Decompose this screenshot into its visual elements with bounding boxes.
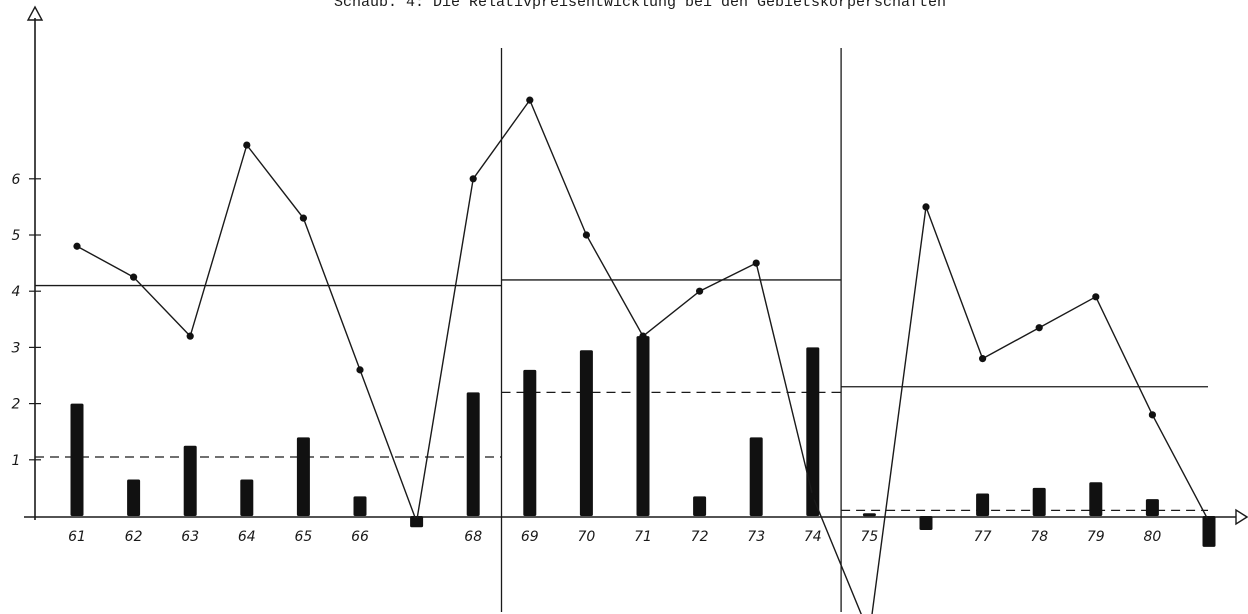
bar [693, 496, 707, 516]
data-point [186, 332, 194, 340]
x-tick-label: 78 [1030, 529, 1048, 545]
data-point [1205, 518, 1213, 526]
y-tick-label: 1 [12, 453, 21, 469]
y-tick-label: 3 [12, 340, 21, 356]
bar [806, 347, 820, 516]
data-point [469, 175, 477, 183]
bar [749, 437, 763, 516]
data-point [526, 96, 534, 104]
x-tick-label: 66 [351, 529, 369, 545]
x-tick-label: 72 [691, 529, 709, 545]
bar [353, 496, 367, 516]
y-tick-label: 2 [12, 397, 21, 413]
data-point [130, 273, 138, 281]
x-tick-label: 77 [974, 529, 992, 545]
data-point [639, 332, 647, 340]
data-point [73, 242, 81, 250]
x-tick-label: 62 [125, 529, 143, 545]
x-tick-label: 68 [464, 529, 482, 545]
chart-title: Schaub. 4: Die Relativpreisentwicklung b… [334, 0, 946, 11]
data-point [1148, 411, 1156, 419]
x-axis-arrow [1235, 508, 1248, 526]
bar [976, 493, 990, 516]
data-point [1092, 293, 1100, 301]
x-tick-label: 61 [68, 529, 86, 545]
x-tick-label: 70 [577, 529, 595, 545]
y-tick-label: 6 [12, 172, 21, 188]
x-tick-label: 69 [521, 529, 539, 545]
data-point [299, 214, 307, 222]
bar-series [70, 336, 1216, 547]
y-tick-label: 4 [12, 284, 21, 300]
bar [466, 392, 480, 516]
bar [1089, 482, 1103, 516]
y-tick-label: 5 [12, 228, 21, 244]
x-tick-label: 63 [181, 529, 199, 545]
bar [523, 369, 537, 516]
axes [24, 5, 1248, 612]
bar [296, 437, 310, 516]
bar [183, 445, 197, 516]
data-point [582, 231, 591, 239]
line-series [73, 96, 1213, 614]
bar [70, 403, 84, 516]
bar [240, 479, 254, 516]
x-tick-label: 71 [634, 529, 652, 545]
data-point [356, 366, 364, 374]
data-point [922, 203, 930, 211]
x-tick-label: 73 [747, 529, 765, 545]
x-tick-label: 64 [238, 529, 256, 545]
data-point [809, 492, 817, 500]
bar [1032, 487, 1046, 516]
x-tick-label: 65 [294, 529, 312, 545]
data-point [696, 287, 704, 295]
data-point [243, 141, 251, 149]
x-tick-label: 74 [804, 529, 822, 545]
bar [579, 350, 593, 516]
bar [862, 513, 876, 517]
data-point [979, 355, 987, 363]
data-point [752, 259, 760, 267]
x-tick-label: 79 [1087, 529, 1105, 545]
bar [127, 479, 141, 516]
bar [636, 336, 650, 516]
bar [1202, 516, 1216, 547]
x-tick-label: 75 [860, 529, 878, 545]
y-axis-arrow [26, 5, 44, 21]
bar [1145, 499, 1159, 516]
x-tick-label: 80 [1143, 529, 1161, 545]
tick-labels: 1 2 3 4 5 6 61 62 63 64 65 66 68 69 70 71 72 73 74 75 77 78 79… [12, 172, 1162, 545]
data-point [1035, 324, 1043, 332]
period-reference-lines [35, 279, 1208, 512]
bar [919, 516, 933, 531]
data-point [413, 518, 421, 526]
